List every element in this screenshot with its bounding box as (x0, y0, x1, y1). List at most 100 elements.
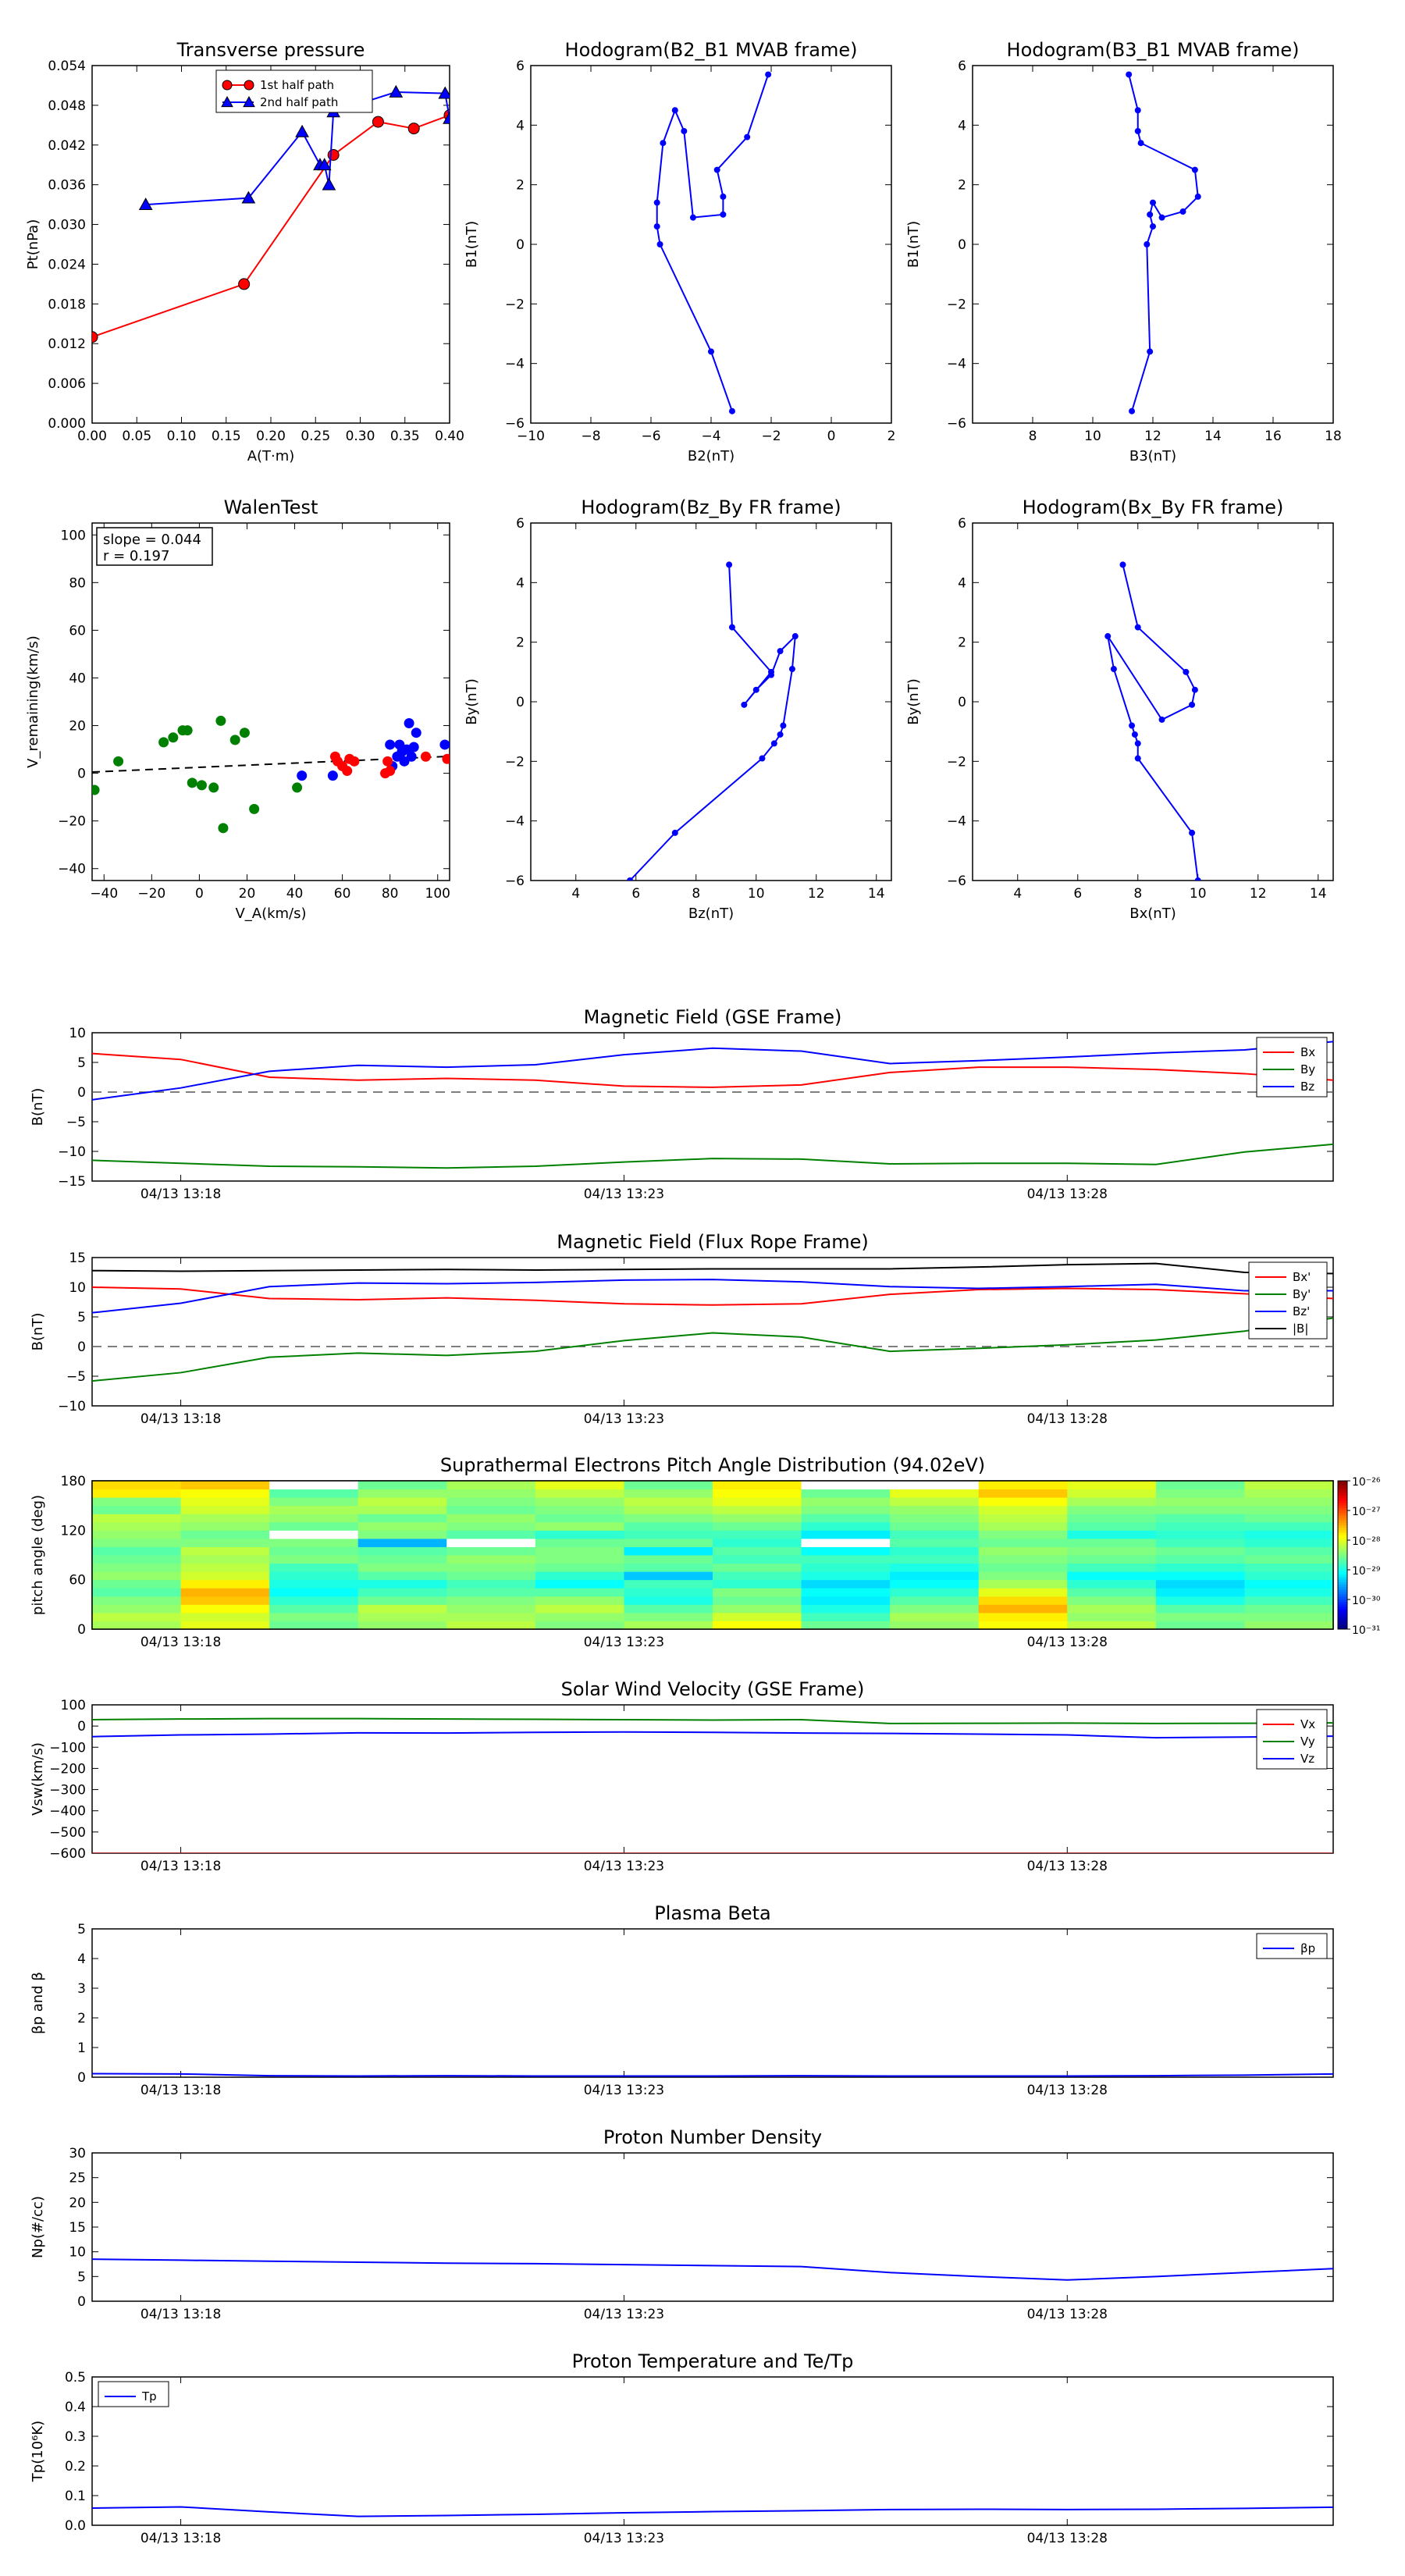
y-tick-label: −6 (505, 416, 525, 432)
heatmap-cell (1155, 1621, 1245, 1629)
data-point (1119, 561, 1126, 568)
plot-frame (91, 1928, 1334, 2078)
y-tick-label: −10 (58, 1144, 86, 1160)
heatmap-cell (180, 1489, 270, 1498)
heatmap-cell (1244, 1588, 1333, 1597)
y-tick-label: 0 (958, 695, 966, 710)
series-line (656, 74, 770, 412)
legend-label: Bx (1300, 1045, 1315, 1059)
data-point (759, 755, 766, 762)
data-point (726, 561, 733, 568)
series-line (1107, 564, 1199, 881)
heatmap-cell (890, 1604, 980, 1614)
heatmap-cell (535, 1489, 624, 1498)
heatmap-cell (1067, 1555, 1157, 1564)
data-point (770, 740, 777, 747)
heatmap-cell (1067, 1497, 1157, 1507)
heatmap-cell (92, 1555, 182, 1564)
x-tick-label: 14 (1310, 886, 1327, 902)
x-tick-label: 0 (195, 886, 204, 902)
heatmap-cell (801, 1555, 891, 1564)
scatter-point (239, 728, 250, 738)
heatmap-cell (713, 1514, 802, 1523)
y-axis-label: By(nT) (905, 678, 922, 724)
heatmap-cell (180, 1514, 270, 1523)
heatmap-cell (713, 1481, 802, 1490)
legend-label: By' (1293, 1287, 1311, 1301)
chart-title: Magnetic Field (GSE Frame) (584, 1006, 842, 1028)
heatmap-cell (535, 1521, 624, 1531)
scatter-point (208, 782, 219, 793)
heatmap-cell (180, 1621, 270, 1629)
colorbar-segment (1338, 1570, 1347, 1573)
heatmap-cell (1155, 1546, 1245, 1556)
x-tick-label: 12 (1250, 886, 1267, 902)
legend-label: Bz (1300, 1080, 1314, 1094)
heatmap-cell (978, 1538, 1068, 1547)
series-line (92, 1286, 1333, 1306)
heatmap-cell (92, 1571, 182, 1581)
data-point (1104, 633, 1112, 640)
heatmap-cell (1155, 1571, 1245, 1581)
heatmap-cell (801, 1588, 891, 1597)
y-tick-label: 60 (69, 1573, 86, 1589)
heatmap-cell (713, 1596, 802, 1605)
chart-h1: Hodogram(B2_B1 MVAB frame) −10 −8 −6 −4 −2 0 2 −… (464, 39, 895, 464)
data-point (241, 190, 256, 204)
series-line (629, 564, 797, 881)
heatmap-cell (535, 1563, 624, 1572)
y-tick-label: 6 (516, 516, 525, 532)
heatmap-cell (357, 1571, 447, 1581)
data-point (720, 211, 727, 218)
plot-frame (91, 522, 450, 881)
heatmap-cell (713, 1579, 802, 1589)
heatmap-cell (446, 1538, 536, 1547)
heatmap-cell (357, 1505, 447, 1514)
scatter-point (404, 717, 414, 728)
y-tick-label: 40 (69, 671, 86, 686)
heatmap-cell (269, 1604, 359, 1614)
y-tick-label: −6 (947, 416, 966, 432)
colorbar-segment (1338, 1617, 1347, 1620)
y-tick-label: 5 (77, 1310, 86, 1325)
heatmap-cell (269, 1563, 359, 1572)
y-tick-label: −2 (947, 297, 966, 312)
plot-area (653, 71, 772, 415)
heatmap-cell (624, 1505, 713, 1514)
heatmap-cell (978, 1481, 1068, 1490)
heatmap-cell (357, 1546, 447, 1556)
chart-title: Proton Temperature and Te/Tp (572, 2350, 854, 2372)
x-tick-label: 04/13 13:28 (1027, 1187, 1108, 1202)
colorbar-segment (1338, 1562, 1347, 1566)
heatmap-cell (1244, 1514, 1333, 1523)
heatmap-cell (357, 1588, 447, 1597)
x-tick-label: 4 (571, 886, 580, 902)
data-point (720, 193, 727, 200)
heatmap-cell (801, 1521, 891, 1531)
heatmap-cell (1244, 1571, 1333, 1581)
x-tick-label: 04/13 13:23 (584, 1859, 664, 1874)
heatmap-cell (446, 1604, 536, 1614)
colorbar-segment (1338, 1624, 1347, 1628)
data-point (1191, 166, 1198, 173)
heatmap-cell (446, 1530, 536, 1539)
x-tick-label: 04/13 13:18 (140, 2531, 221, 2546)
heatmap-cell (269, 1621, 359, 1629)
scatter-point (411, 728, 422, 738)
heatmap-cell (535, 1596, 624, 1605)
data-point (671, 829, 678, 836)
heatmap-cell (890, 1530, 980, 1539)
x-tick-label: −4 (701, 429, 720, 444)
data-point (1129, 407, 1136, 415)
heatmap-cell (1244, 1612, 1333, 1621)
plot-frame (530, 522, 892, 881)
heatmap-cell (624, 1563, 713, 1572)
heatmap-cell (624, 1588, 713, 1597)
heatmap-cell (446, 1596, 536, 1605)
legend-box (1256, 1709, 1328, 1770)
data-point (681, 127, 688, 134)
x-tick-label: −2 (761, 429, 781, 444)
data-point (1189, 829, 1196, 836)
series-line (92, 1262, 1333, 1275)
colorbar-segment (1338, 1547, 1347, 1551)
